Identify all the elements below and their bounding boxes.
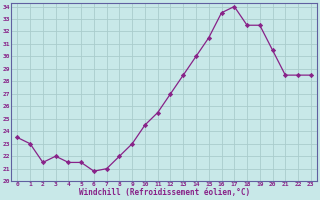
X-axis label: Windchill (Refroidissement éolien,°C): Windchill (Refroidissement éolien,°C) [78,188,250,197]
